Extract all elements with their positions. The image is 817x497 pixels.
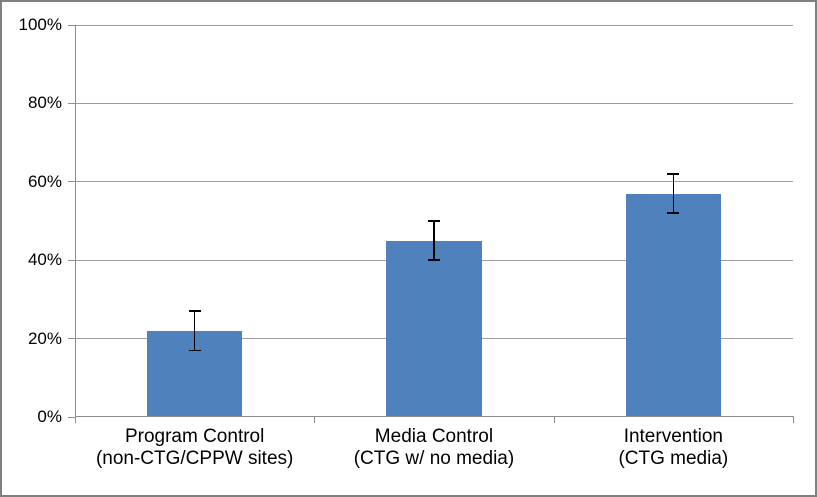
bar-intervention bbox=[625, 193, 722, 417]
bar-media-control bbox=[386, 240, 482, 417]
y-axis-tick-label: 40% bbox=[27, 250, 62, 270]
x-axis-tick bbox=[793, 417, 794, 423]
y-axis-line bbox=[75, 25, 76, 417]
x-axis-category-label-intervention: Intervention (CTG media) bbox=[554, 426, 793, 470]
y-axis-tick-label: 80% bbox=[27, 93, 62, 113]
x-axis-label-line: Media Control bbox=[374, 426, 494, 447]
y-axis-tick bbox=[68, 181, 75, 183]
y-axis-tick bbox=[68, 24, 75, 26]
gridline bbox=[75, 181, 793, 183]
y-axis-tick bbox=[68, 259, 75, 261]
y-axis-tick bbox=[68, 338, 75, 340]
error-bar-cap-bottom-program-control bbox=[188, 349, 201, 352]
x-axis-label-line: (CTG w/ no media) bbox=[353, 448, 515, 469]
y-axis-tick-label: 60% bbox=[27, 171, 62, 191]
gridline bbox=[75, 102, 793, 104]
x-axis-category-label-program-control: Program Control (non-CTG/CPPW sites) bbox=[75, 426, 314, 470]
error-bar-cap-top-media-control bbox=[428, 220, 440, 222]
x-axis-category-label-media-control: Media Control (CTG w/ no media) bbox=[314, 426, 553, 470]
y-axis-tick bbox=[68, 102, 75, 104]
x-axis-tick bbox=[75, 417, 76, 423]
error-bar-cap-top-program-control bbox=[188, 310, 201, 312]
error-bar-cap-top-intervention bbox=[667, 173, 680, 175]
plot-area: 0% 20% 40% 60% 80% 100% Program Control (non-CT… bbox=[19, 15, 794, 469]
y-axis-tick-label: 0% bbox=[37, 407, 62, 426]
error-bar-cap-bottom-media-control bbox=[428, 259, 440, 261]
x-axis-tick bbox=[314, 417, 316, 423]
y-axis-tick-label: 100% bbox=[18, 15, 62, 34]
x-axis-tick bbox=[553, 417, 555, 423]
error-bar-cap-bottom-intervention bbox=[667, 212, 680, 214]
x-axis-label-line: (CTG media) bbox=[618, 448, 729, 469]
y-axis-tick-label: 20% bbox=[27, 328, 62, 348]
gridline bbox=[75, 24, 793, 26]
error-bar-line-program-control bbox=[193, 311, 196, 351]
error-bar-line-intervention bbox=[672, 174, 675, 214]
x-axis-label-line: Program Control bbox=[124, 426, 265, 447]
x-axis-label-line: (non-CTG/CPPW sites) bbox=[95, 448, 294, 469]
y-axis-tick bbox=[68, 416, 75, 418]
x-axis-line bbox=[75, 416, 794, 417]
x-axis-label-line: Intervention bbox=[623, 426, 723, 447]
error-bar-line-media-control bbox=[433, 221, 435, 261]
